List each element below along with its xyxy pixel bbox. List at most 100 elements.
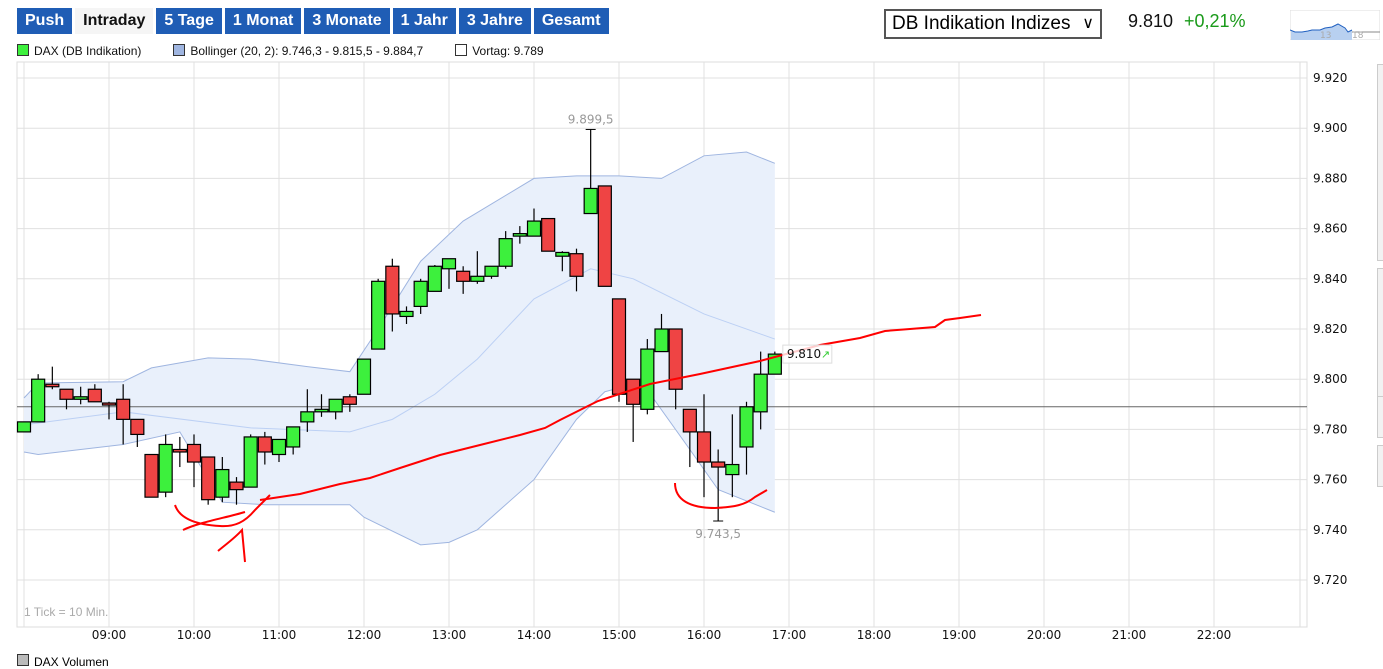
candle — [116, 384, 131, 445]
tab-intraday[interactable]: Intraday — [75, 8, 154, 34]
candle — [498, 231, 513, 269]
last-price: 9.810 — [1128, 11, 1174, 31]
candle — [399, 306, 414, 324]
candle-body — [512, 233, 527, 237]
x-tick-label: 17:00 — [772, 628, 807, 642]
legend-vortag-label: Vortag: 9.789 — [472, 44, 544, 58]
tab-5-tage[interactable]: 5 Tage — [156, 8, 222, 34]
candle-body — [484, 265, 499, 277]
tab-1-jahr[interactable]: 1 Jahr — [392, 8, 456, 34]
tab-gesamt[interactable]: Gesamt — [533, 8, 609, 34]
candle — [512, 226, 527, 244]
candle — [711, 449, 726, 522]
candle-body — [498, 238, 513, 267]
tab-push[interactable]: Push — [17, 8, 73, 34]
candle-body — [767, 353, 782, 375]
thumbnail-area — [1291, 24, 1352, 40]
candle — [271, 438, 287, 463]
candle — [328, 398, 343, 420]
bollinger-area — [24, 152, 775, 545]
y-tick-label: 9.760 — [1313, 473, 1347, 487]
side-panel-toggle[interactable] — [1377, 445, 1383, 487]
side-panel-toggle[interactable] — [1377, 64, 1383, 261]
x-tick-label: 11:00 — [262, 628, 297, 642]
candles — [16, 129, 782, 522]
volume-label: DAX Volumen — [34, 655, 109, 669]
chart-legend: DAX (DB Indikation) Bollinger (20, 2): 9… — [17, 44, 544, 58]
candle-body — [328, 398, 343, 413]
candle-body — [45, 383, 60, 388]
candle-body — [427, 265, 442, 292]
exchange-select[interactable]: DB Indikation Indizes ∨ — [884, 9, 1102, 39]
bollinger-upper — [23, 151, 776, 399]
candle-body — [286, 426, 301, 448]
volume-swatch-icon — [17, 654, 29, 666]
legend-vortag[interactable]: Vortag: 9.789 — [455, 44, 544, 58]
candle-body — [668, 328, 683, 390]
plot-frame — [16, 61, 1308, 628]
bollinger-lower — [23, 387, 776, 546]
candle-body — [555, 251, 570, 257]
candle — [215, 457, 230, 503]
candle-body — [59, 388, 74, 400]
candle — [243, 434, 258, 488]
x-tick-label: 15:00 — [602, 628, 637, 642]
candle-body — [229, 481, 244, 491]
candle-body — [158, 443, 173, 493]
candle — [427, 264, 442, 292]
candle-body — [597, 185, 612, 287]
candle — [16, 421, 32, 433]
dax-swatch-icon — [17, 44, 29, 56]
thumbnail-chart[interactable]: 13 18 — [1290, 10, 1380, 40]
x-tick-label: 09:00 — [92, 628, 127, 642]
candle-body — [116, 398, 131, 420]
candle — [356, 358, 372, 395]
candle — [413, 278, 428, 314]
candle-body — [243, 436, 258, 488]
y-tick-label: 9.740 — [1313, 523, 1347, 537]
bollinger-bands — [23, 151, 776, 546]
legend-dax[interactable]: DAX (DB Indikation) — [17, 44, 141, 58]
candle — [696, 394, 712, 498]
x-tick-label: 19:00 — [942, 628, 977, 642]
candle — [456, 266, 471, 294]
tab-3-jahre[interactable]: 3 Jahre — [458, 8, 531, 34]
tab-1-monat[interactable]: 1 Monat — [224, 8, 302, 34]
legend-volume[interactable]: DAX Volumen — [17, 654, 109, 669]
candle — [257, 431, 272, 465]
y-tick-label: 9.880 — [1313, 171, 1347, 185]
candle — [229, 477, 244, 505]
candle-body — [172, 448, 187, 453]
candle-body — [413, 280, 428, 308]
candle — [201, 456, 216, 505]
candle — [611, 298, 627, 402]
tick-note: 1 Tick = 10 Min. — [24, 605, 109, 619]
y-axis: 9.720 9.740 9.760 9.780 9.800 9.820 9.840 9.860… — [1313, 71, 1347, 587]
candle — [87, 384, 102, 403]
side-panel-toggle[interactable] — [1377, 268, 1383, 405]
side-panel-toggle[interactable] — [1377, 396, 1383, 438]
candle-body — [371, 280, 386, 350]
y-tick-label: 9.800 — [1313, 372, 1347, 386]
tab-3-monate[interactable]: 3 Monate — [304, 8, 390, 34]
candle-body — [470, 275, 485, 282]
chevron-down-icon: ∨ — [1082, 15, 1094, 32]
x-tick-label: 22:00 — [1197, 628, 1232, 642]
candle-body — [101, 402, 117, 406]
candle — [31, 374, 46, 423]
candle-body — [626, 378, 641, 405]
legend-bollinger[interactable]: Bollinger (20, 2): 9.746,3 - 9.815,5 - 9… — [173, 44, 423, 58]
extreme-label: 9.743,5 — [695, 527, 741, 541]
candle — [526, 208, 542, 237]
candle — [45, 366, 60, 390]
candle — [144, 453, 159, 498]
candle-body — [696, 431, 712, 463]
candle — [314, 394, 329, 417]
user-drawing-annotation — [174, 314, 982, 563]
x-tick-label: 14:00 — [517, 628, 552, 642]
x-tick-label: 13:00 — [432, 628, 467, 642]
candle — [130, 418, 145, 447]
y-tick-label: 9.900 — [1313, 121, 1347, 135]
candle-body — [399, 310, 414, 318]
candle-body — [314, 408, 329, 413]
